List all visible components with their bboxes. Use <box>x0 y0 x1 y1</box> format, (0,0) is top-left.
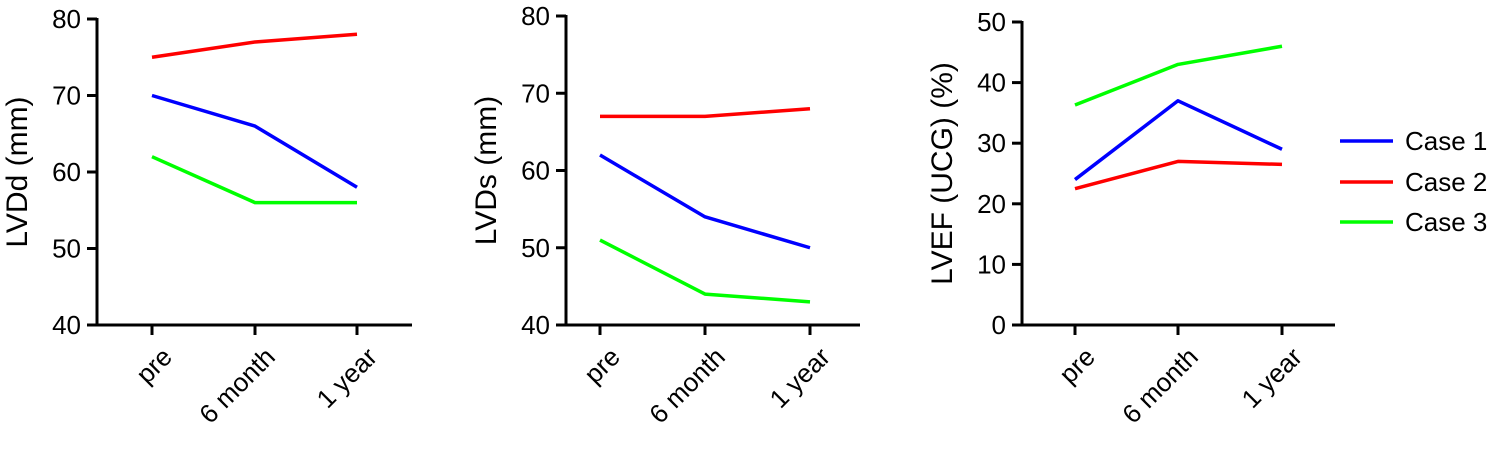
y-tick-label: 40 <box>521 310 550 340</box>
y-tick-label: 50 <box>521 233 550 263</box>
y-tick-label: 70 <box>52 81 81 111</box>
series-line-case-2 <box>151 32 358 59</box>
x-tick-label: 1 year <box>311 341 384 414</box>
legend-label: Case 3 <box>1405 207 1487 237</box>
series-line-case-3 <box>1074 44 1283 107</box>
series-line-case-2 <box>600 106 811 119</box>
series-line-case-3 <box>599 238 811 304</box>
x-tick-label: pre <box>1053 342 1101 390</box>
y-tick-label: 40 <box>977 68 1006 98</box>
series-line-case-3 <box>151 155 357 205</box>
legend: Case 1 Case 2 Case 3 <box>1340 126 1487 237</box>
x-tick-label: 1 year <box>764 341 837 414</box>
x-tick-label: 6 month <box>643 342 731 430</box>
y-tick-label: 70 <box>521 78 550 108</box>
y-tick-label: 60 <box>521 156 550 186</box>
y-tick-label: 50 <box>977 7 1006 37</box>
y-tick-label: 60 <box>52 157 81 187</box>
y-tick-label: 20 <box>977 189 1006 219</box>
y-axis-title: LVDs (mm) <box>470 96 503 245</box>
x-tick-label: 1 year <box>1236 341 1309 414</box>
chart-panel-1: 40 50 60 70 80 pre 6 month 1 year LVDd (mm) <box>1 4 412 429</box>
x-tick-label: 6 month <box>193 342 281 430</box>
y-axis-title: LVDd (mm) <box>1 96 34 247</box>
x-tick-label: 6 month <box>1116 342 1204 430</box>
x-tick-label: pre <box>130 342 178 390</box>
series-line-case-1 <box>1073 99 1283 181</box>
chart-panel-3: 0 10 20 30 40 50 pre 6 month 1 year LVEF (UCG) (%… <box>926 7 1335 429</box>
legend-label: Case 1 <box>1405 126 1487 156</box>
series-line-case-2 <box>1074 159 1283 191</box>
y-tick-label: 10 <box>977 249 1006 279</box>
y-tick-label: 30 <box>977 128 1006 158</box>
chart-panel-2: 40 50 60 70 80 pre 6 month 1 year LVDs (mm) <box>470 1 860 429</box>
y-axis-title: LVEF (UCG) (%) <box>926 62 959 285</box>
y-tick-label: 50 <box>52 234 81 264</box>
y-tick-label: 0 <box>992 310 1006 340</box>
y-tick-label: 40 <box>52 310 81 340</box>
legend-label: Case 2 <box>1405 167 1487 197</box>
series-line-case-1 <box>599 153 811 250</box>
y-tick-label: 80 <box>521 1 550 31</box>
x-tick-label: pre <box>578 342 626 390</box>
y-tick-label: 80 <box>52 4 81 34</box>
series-line-case-1 <box>151 93 358 189</box>
